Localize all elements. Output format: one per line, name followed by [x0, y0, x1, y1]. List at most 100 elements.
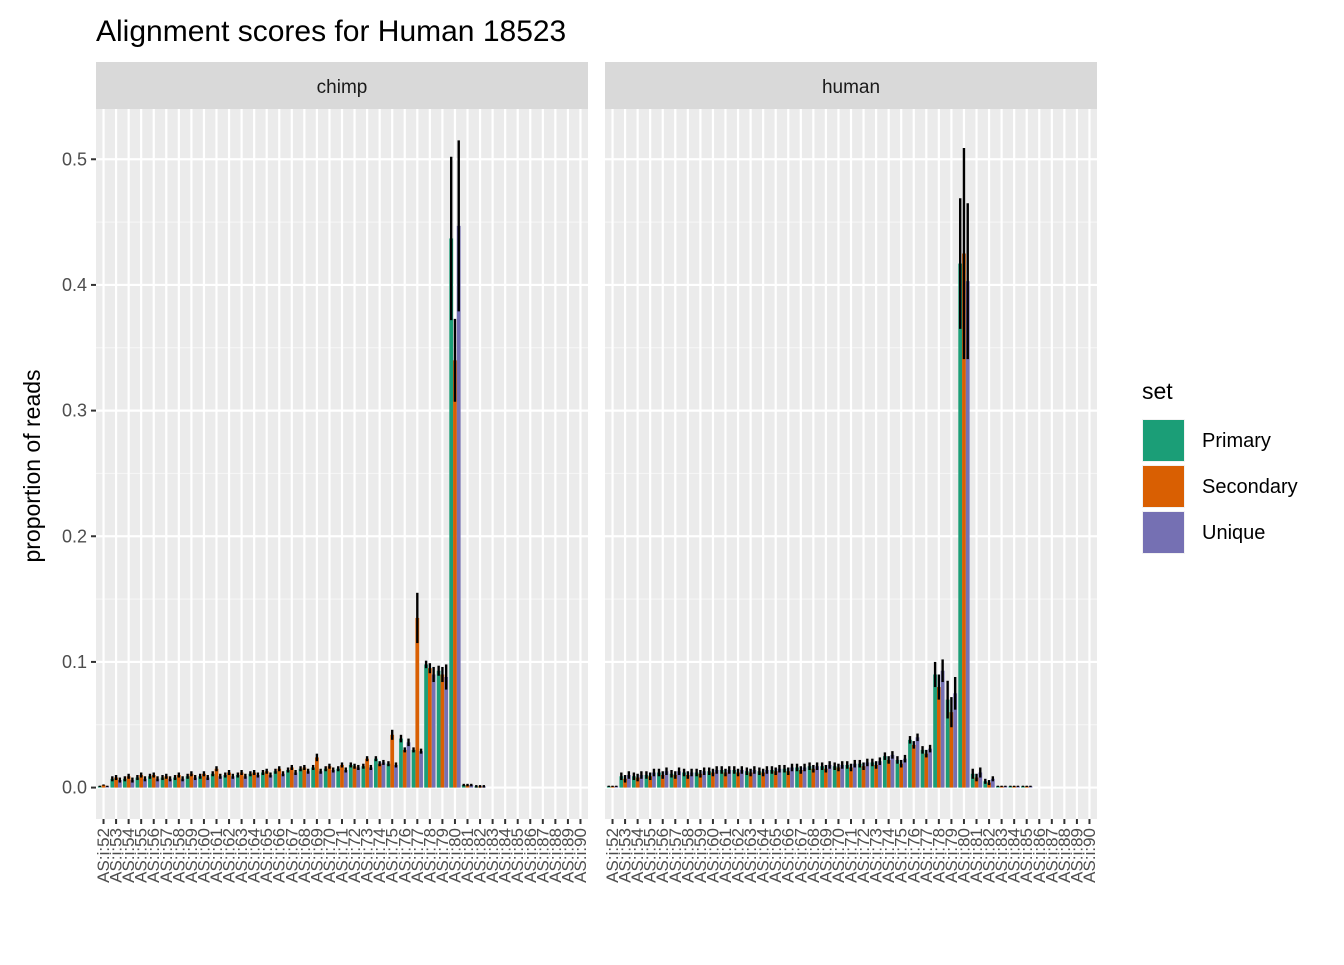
x-tick-label: AS:i:68: [804, 828, 823, 883]
bar-primary: [135, 777, 140, 788]
bar-secondary: [798, 769, 803, 788]
bar-secondary: [277, 768, 282, 788]
x-tick-label: AS:i:63: [741, 828, 760, 883]
bar-unique: [456, 225, 461, 788]
bar-secondary: [849, 767, 853, 788]
x-tick-label: AS:i:54: [119, 828, 138, 883]
bar-primary: [795, 767, 799, 788]
x-tick-label: AS:i:56: [653, 828, 672, 883]
x-tick-label: AS:i:75: [383, 828, 402, 883]
bar-primary: [386, 763, 391, 788]
bar-secondary: [264, 771, 269, 788]
x-tick-label: AS:i:72: [345, 828, 364, 883]
bar-unique: [180, 778, 185, 788]
bar-secondary: [202, 773, 206, 788]
x-tick-label: AS:i:60: [194, 828, 213, 883]
bar-primary: [719, 769, 724, 788]
bar-primary: [682, 772, 686, 788]
bar-primary: [286, 769, 290, 788]
bar-secondary: [315, 757, 319, 788]
x-tick-label: AS:i:88: [1055, 828, 1074, 883]
bar-unique: [928, 748, 932, 788]
bar-secondary: [453, 360, 457, 788]
bar-primary: [361, 766, 366, 788]
bar-secondary: [340, 764, 344, 788]
bar-unique: [802, 767, 807, 788]
facet-strip-label: human: [822, 77, 880, 98]
bar-unique: [990, 778, 995, 788]
bar-secondary: [352, 766, 357, 788]
bar-unique: [268, 775, 273, 788]
x-tick-label: AS:i:90: [571, 828, 590, 883]
x-tick-label: AS:i:82: [980, 828, 999, 883]
bar-unique: [243, 776, 248, 788]
facet-strip: [605, 62, 1097, 109]
bar-primary: [820, 766, 825, 788]
bar-unique: [343, 769, 348, 788]
x-tick-label: AS:i:60: [703, 828, 722, 883]
bar-unique: [431, 674, 436, 788]
bar-secondary: [685, 775, 690, 788]
x-tick-label: AS:i:89: [1067, 828, 1086, 883]
bar-unique: [406, 742, 411, 788]
bar-secondary: [924, 753, 929, 788]
x-tick-label: AS:i:90: [1080, 828, 1099, 883]
panel-human: human AS:i:52AS:i:53AS:i:54AS:i:55AS:i:56…: [603, 62, 1099, 883]
bar-unique: [840, 764, 845, 788]
bar-primary: [273, 771, 278, 788]
bar-unique: [293, 772, 298, 788]
bar-unique: [155, 778, 160, 788]
bar-unique: [702, 771, 707, 788]
x-tick-label: AS:i:63: [232, 828, 251, 883]
legend-label-secondary: Secondary: [1202, 476, 1298, 498]
y-tick-label: 0.3: [62, 401, 87, 421]
bar-unique: [105, 786, 110, 788]
bar-primary: [807, 766, 812, 788]
bar-unique: [205, 777, 210, 788]
x-tick-label: AS:i:77: [917, 828, 936, 883]
x-tick-label: AS:i:68: [295, 828, 314, 883]
bar-primary: [870, 762, 875, 788]
bar-primary: [933, 674, 937, 788]
bar-primary: [732, 769, 737, 788]
bar-primary: [744, 771, 749, 788]
bar-primary: [399, 738, 403, 788]
bar-secondary: [189, 773, 194, 788]
bar-unique: [381, 762, 386, 788]
bar-secondary: [610, 786, 615, 788]
bar-secondary: [365, 758, 369, 788]
bar-secondary: [773, 771, 778, 788]
x-tick-label: AS:i:52: [603, 828, 622, 883]
bar-unique: [915, 737, 920, 788]
bar-unique: [714, 769, 719, 788]
bar-unique: [815, 766, 819, 788]
bar-primary: [970, 773, 975, 788]
legend: set Primary Secondary Unique: [1142, 378, 1298, 554]
bar-unique: [752, 769, 757, 788]
bar-secondary: [886, 759, 891, 788]
bar-secondary: [723, 772, 728, 788]
bar-primary: [845, 764, 850, 788]
x-tick-label: AS:i:61: [207, 828, 226, 883]
bar-secondary: [949, 712, 954, 788]
bar-secondary: [427, 668, 432, 788]
legend-swatch-secondary: [1143, 466, 1184, 507]
bar-primary: [857, 763, 862, 788]
x-tick-label: AS:i:73: [867, 828, 886, 883]
bar-unique: [230, 776, 235, 788]
x-tick-label: AS:i:71: [842, 828, 861, 883]
bar-unique: [953, 693, 958, 788]
bar-unique: [368, 767, 373, 788]
x-tick-label: AS:i:81: [458, 828, 477, 883]
bar-primary: [606, 786, 611, 788]
bar-secondary: [377, 763, 382, 788]
bar-primary: [669, 773, 674, 788]
x-tick-label: AS:i:74: [370, 828, 389, 883]
bar-primary: [920, 749, 925, 788]
bar-secondary: [390, 734, 395, 788]
x-tick-label: AS:i:66: [270, 828, 289, 883]
bar-unique: [677, 771, 681, 788]
bar-primary: [173, 777, 177, 788]
bar-secondary: [126, 776, 131, 788]
